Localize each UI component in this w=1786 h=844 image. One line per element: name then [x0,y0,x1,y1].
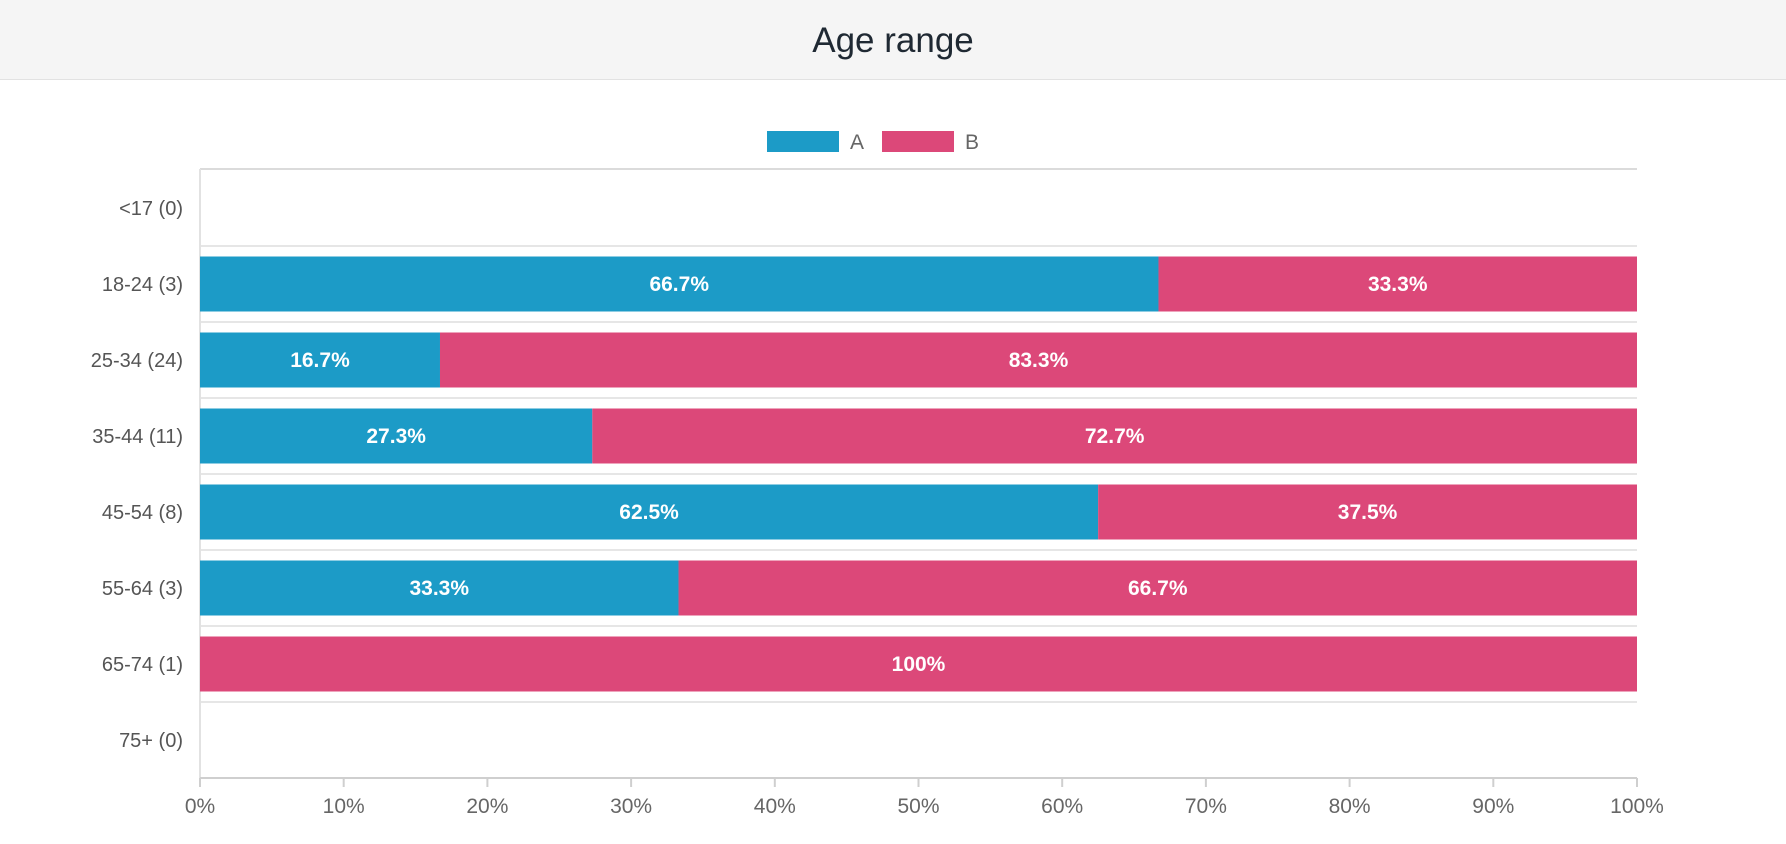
legend-swatch-a [767,131,839,152]
legend-swatch-b [882,131,954,152]
tick-label: 100% [1610,795,1664,818]
category-label: 75+ (0) [119,730,183,752]
tick-label: 30% [610,795,652,818]
value-axis: 0% 10% 20% 30% 40% 50% 60% 70% 80% 90% 100% [185,778,1664,818]
bar-b [1098,484,1637,540]
tick-label: 90% [1472,795,1514,818]
category-label: <17 (0) [119,198,183,220]
bar-a [200,256,1159,312]
category-label: 25-34 (24) [91,350,183,372]
data-label: 66.7% [1128,577,1188,600]
legend-label-b: B [965,131,979,154]
data-label: 37.5% [1338,501,1398,524]
data-label: 33.3% [409,577,469,600]
category-label: 18-24 (3) [102,274,183,296]
chart-grid [199,168,1637,779]
data-label: 33.3% [1368,273,1428,296]
tick-label: 80% [1329,795,1371,818]
data-label: 16.7% [290,349,350,372]
bar-a [200,408,593,464]
tick-label: 70% [1185,795,1227,818]
data-label: 27.3% [366,425,426,448]
data-label: 66.7% [649,273,709,296]
data-label: 62.5% [619,501,679,524]
category-label: 55-64 (3) [102,578,183,600]
bar-b [592,408,1637,464]
bar-b [678,560,1637,616]
category-label: 45-54 (8) [102,502,183,524]
bar-b [439,332,1637,388]
bar-b [200,636,1637,692]
legend-label-a: A [850,131,864,154]
bar-a [200,484,1099,540]
data-label: 72.7% [1085,425,1145,448]
category-axis: <17 (0) 18-24 (3) 25-34 (24) 35-44 (11) 45-5… [91,198,183,752]
chart-bars: 66.7% 33.3% 16.7% 83.3% 27.3% 72.7% 62.5% 37.5%… [200,256,1637,692]
chart-title: Age range [812,21,974,60]
data-label: 83.3% [1009,349,1069,372]
data-label: 100% [892,653,946,676]
category-label: 65-74 (1) [102,654,183,676]
bar-a [200,560,679,616]
category-label: 35-44 (11) [92,426,183,448]
tick-label: 0% [185,795,215,818]
tick-label: 60% [1041,795,1083,818]
bar-b [1158,256,1637,312]
tick-label: 10% [323,795,365,818]
tick-label: 40% [754,795,796,818]
tick-label: 20% [466,795,508,818]
chart-header: Age range [0,0,1786,80]
bar-a [200,332,440,388]
tick-label: 50% [897,795,939,818]
